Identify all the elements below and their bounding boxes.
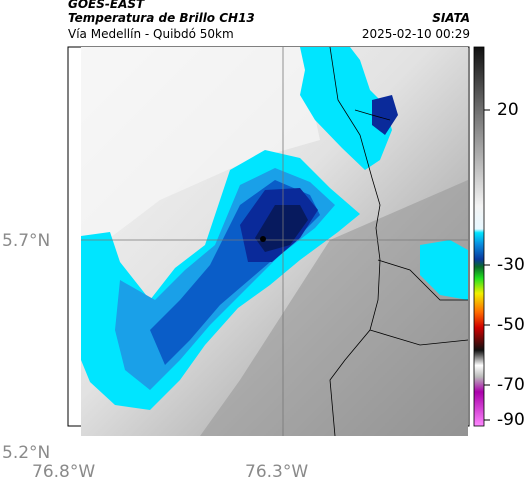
location-marker <box>260 236 266 242</box>
organization-label: SIATA <box>432 11 470 25</box>
colorbar-label-20: 20 <box>497 100 519 120</box>
cloud-cyan-east <box>420 240 468 300</box>
y-tick-5-7N: 5.7°N <box>2 231 51 251</box>
coastline <box>329 47 381 436</box>
department-border-north <box>354 109 391 121</box>
colorbar-label-minus50: -50 <box>497 315 525 335</box>
x-tick-76-3W: 76.3°W <box>245 462 309 482</box>
product-title: Temperatura de Brillo CH13 <box>68 11 255 25</box>
department-border <box>377 259 468 301</box>
colorbar-label-minus30: -30 <box>497 255 525 275</box>
colorbar-label-minus70: -70 <box>497 375 525 395</box>
satellite-name: GOES-EAST <box>68 0 145 11</box>
cloud-cyan-north <box>300 47 392 170</box>
dark-terrain-region <box>200 180 468 436</box>
cloud-deep-blue-north <box>372 95 398 135</box>
colorbar-label-minus90: -90 <box>497 410 525 430</box>
x-tick-76-8W: 76.8°W <box>32 462 96 482</box>
colorbar-ticks <box>484 109 490 421</box>
datetime-label: 2025-02-10 00:29 <box>361 27 470 41</box>
y-tick-5-2N: 5.2°N <box>2 443 51 463</box>
department-border-south <box>369 329 468 346</box>
route-subtitle: Vía Medellín - Quibdó 50km <box>68 27 234 41</box>
colorbar <box>473 46 485 427</box>
light-cloud-region <box>81 47 320 260</box>
